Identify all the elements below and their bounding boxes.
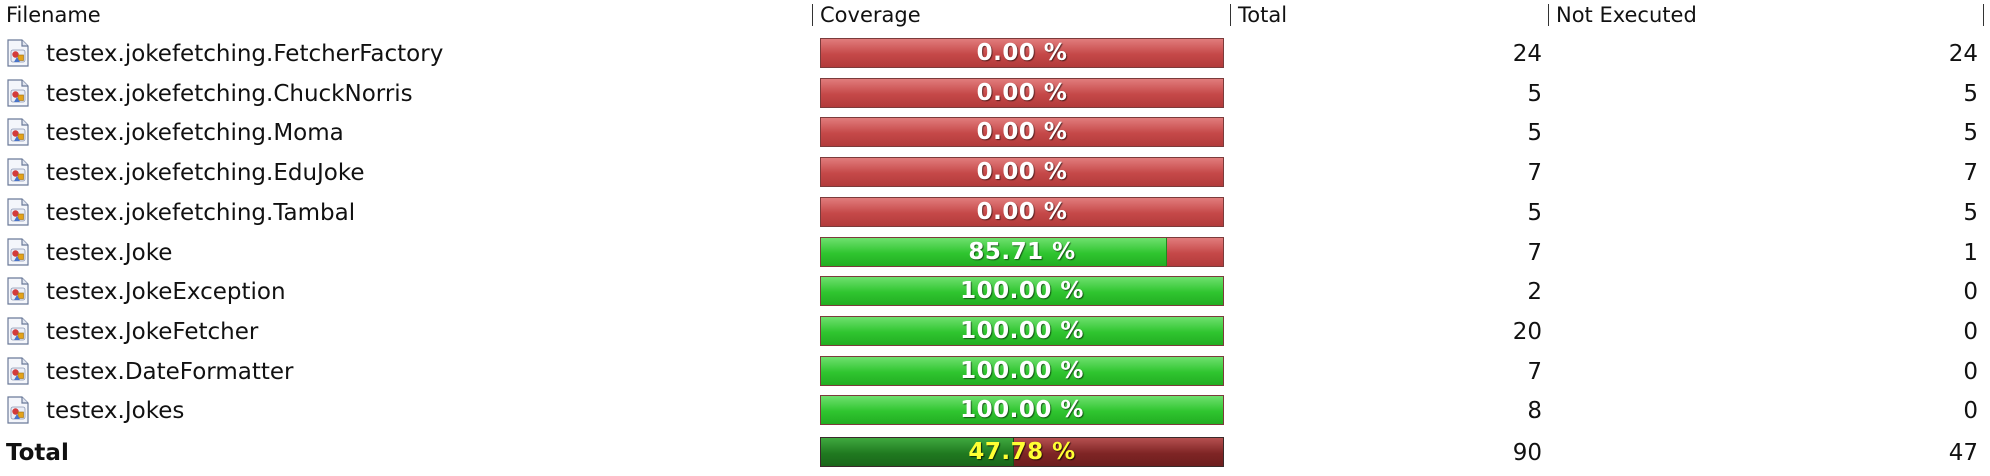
total-lines: 5 — [1527, 120, 1542, 147]
table-row[interactable]: testex.JokeException 100.00 % 2 0 — [0, 272, 1990, 312]
table-row[interactable]: testex.jokefetching.FetcherFactory 0.00 %… — [0, 34, 1990, 74]
class-name: testex.jokefetching.ChuckNorris — [46, 80, 413, 107]
not-executed-lines: 0 — [1963, 358, 1978, 385]
summary-coverage-bar: 47.78 % — [820, 437, 1224, 467]
not-executed-lines: 1 — [1963, 239, 1978, 266]
coverage-bar: 100.00 % — [820, 395, 1224, 426]
table-row[interactable]: testex.DateFormatter 100.00 % 7 0 — [0, 352, 1990, 392]
coverage-bar: 0.00 % — [820, 38, 1224, 68]
table-row[interactable]: testex.jokefetching.ChuckNorris 0.00 % 5 5 — [0, 74, 1990, 114]
coverage-bar: 85.71 % — [820, 236, 1224, 267]
not-executed-lines: 5 — [1963, 120, 1978, 147]
class-name: testex.Jokes — [46, 398, 185, 425]
column-header-coverage[interactable]: Coverage — [820, 3, 921, 27]
total-lines: 7 — [1527, 160, 1542, 187]
coverage-bar-covered-fill — [821, 356, 1223, 385]
class-name: testex.JokeException — [46, 279, 286, 306]
summary-total-lines: 90 — [1512, 440, 1542, 466]
coverage-percent: 0.00 % — [976, 79, 1068, 106]
class-name: testex.jokefetching.Tambal — [46, 199, 356, 226]
java-class-file-icon — [6, 79, 30, 107]
coverage-bar-covered-fill — [821, 277, 1223, 306]
coverage-bar: 0.00 % — [820, 77, 1224, 108]
total-lines: 7 — [1527, 358, 1542, 385]
total-lines: 5 — [1527, 80, 1542, 107]
not-executed-lines: 0 — [1963, 279, 1978, 306]
coverage-bar: 0.00 % — [820, 117, 1224, 148]
coverage-bar-covered-fill — [821, 438, 1014, 466]
java-class-file-icon — [6, 396, 30, 424]
class-name: testex.jokefetching.FetcherFactory — [46, 41, 444, 67]
table-row[interactable]: testex.jokefetching.EduJoke 0.00 % 7 7 — [0, 153, 1990, 193]
not-executed-lines: 7 — [1963, 160, 1978, 187]
coverage-percent: 85.71 % — [968, 238, 1076, 265]
coverage-bar-covered-fill — [821, 396, 1223, 425]
column-divider[interactable] — [812, 4, 813, 26]
total-lines: 8 — [1527, 398, 1542, 425]
java-class-file-icon — [6, 277, 30, 305]
column-header-not-executed[interactable]: Not Executed — [1556, 3, 1697, 27]
java-class-file-icon — [6, 39, 30, 67]
java-class-file-icon — [6, 356, 30, 385]
java-class-file-icon — [6, 317, 30, 345]
coverage-bar: 100.00 % — [820, 355, 1224, 386]
coverage-percent: 100.00 % — [960, 397, 1084, 424]
table-header: Filename Coverage Total Not Executed — [0, 0, 1990, 30]
java-class-file-icon — [6, 198, 30, 226]
class-name: testex.jokefetching.EduJoke — [46, 160, 365, 187]
coverage-bar: 100.00 % — [820, 276, 1224, 307]
coverage-percent: 0.00 % — [976, 40, 1068, 66]
coverage-percent: 100.00 % — [960, 357, 1084, 384]
table-row[interactable]: testex.Joke 85.71 % 7 1 — [0, 233, 1990, 273]
table-row[interactable]: testex.Jokes 100.00 % 8 0 — [0, 391, 1990, 431]
coverage-bar: 100.00 % — [820, 315, 1224, 346]
coverage-percent: 100.00 % — [960, 317, 1084, 344]
java-class-file-icon — [6, 158, 30, 186]
not-executed-lines: 5 — [1963, 80, 1978, 107]
total-lines: 20 — [1512, 318, 1542, 345]
not-executed-lines: 24 — [1948, 41, 1978, 67]
summary-not-executed-lines: 47 — [1948, 440, 1978, 466]
total-lines: 24 — [1512, 41, 1542, 67]
table-row[interactable]: testex.jokefetching.Tambal 0.00 % 5 5 — [0, 193, 1990, 233]
column-divider[interactable] — [1983, 4, 1984, 26]
coverage-percent: 0.00 % — [976, 119, 1068, 146]
coverage-percent: 0.00 % — [976, 159, 1068, 186]
coverage-percent: 0.00 % — [976, 198, 1068, 225]
java-class-file-icon — [6, 237, 30, 266]
column-divider[interactable] — [1230, 4, 1231, 26]
coverage-percent: 100.00 % — [960, 278, 1084, 305]
not-executed-lines: 0 — [1963, 318, 1978, 345]
column-divider[interactable] — [1548, 4, 1549, 26]
java-class-file-icon — [6, 118, 30, 146]
class-name: testex.JokeFetcher — [46, 318, 259, 345]
table-row[interactable]: testex.JokeFetcher 100.00 % 20 0 — [0, 312, 1990, 352]
column-header-total[interactable]: Total — [1238, 3, 1288, 27]
total-lines: 5 — [1527, 199, 1542, 226]
coverage-bar: 0.00 % — [820, 196, 1224, 227]
coverage-bar-covered-fill — [821, 316, 1223, 345]
not-executed-lines: 0 — [1963, 398, 1978, 425]
total-lines: 7 — [1527, 239, 1542, 266]
summary-label: Total — [6, 440, 69, 466]
coverage-bar-covered-fill — [821, 237, 1167, 266]
column-header-filename[interactable]: Filename — [6, 3, 101, 27]
total-lines: 2 — [1527, 279, 1542, 306]
class-name: testex.DateFormatter — [46, 358, 294, 385]
class-name: testex.jokefetching.Moma — [46, 120, 344, 147]
class-name: testex.Joke — [46, 239, 173, 266]
summary-coverage-percent: 47.78 % — [968, 439, 1076, 465]
summary-row: Total 47.78 % 90 47 — [0, 433, 1990, 473]
table-row[interactable]: testex.jokefetching.Moma 0.00 % 5 5 — [0, 113, 1990, 153]
not-executed-lines: 5 — [1963, 199, 1978, 226]
coverage-bar: 0.00 % — [820, 157, 1224, 188]
